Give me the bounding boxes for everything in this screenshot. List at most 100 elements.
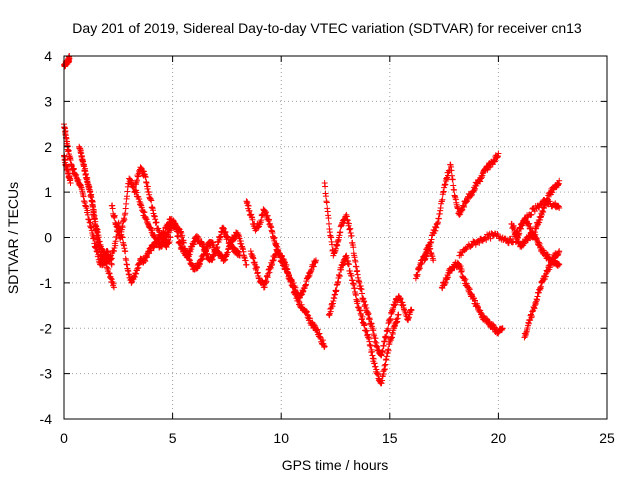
y-tick-label: -3	[40, 366, 53, 382]
data-point	[354, 297, 361, 304]
data-point	[516, 230, 523, 237]
data-point	[362, 301, 369, 308]
data-point	[448, 167, 455, 174]
data-point	[310, 263, 317, 270]
data-point	[161, 230, 168, 237]
data-point	[109, 205, 116, 212]
chart-title: Day 201 of 2019, Sidereal Day-to-day VTE…	[72, 20, 582, 36]
data-point	[258, 217, 265, 224]
data-point	[507, 235, 514, 242]
data-point	[385, 325, 392, 332]
data-point	[337, 229, 344, 236]
y-tick-label: 2	[44, 139, 52, 155]
data-point	[556, 205, 563, 212]
data-point	[292, 284, 299, 291]
y-tick-label: 0	[44, 230, 52, 246]
data-point	[387, 315, 394, 322]
data-point	[220, 225, 227, 232]
data-point	[148, 197, 155, 204]
data-point	[505, 240, 512, 247]
data-point	[214, 244, 221, 251]
data-point	[108, 261, 115, 268]
data-point	[522, 215, 529, 222]
data-point	[461, 204, 468, 211]
data-point	[427, 245, 434, 252]
data-point	[236, 252, 243, 259]
data-point	[451, 187, 458, 194]
data-point	[372, 363, 379, 370]
data-point	[372, 335, 379, 342]
data-point	[430, 257, 437, 264]
data-point	[365, 310, 372, 317]
x-tick-label: 10	[273, 430, 289, 446]
data-point	[181, 247, 188, 254]
data-point	[119, 224, 126, 231]
data-point	[89, 198, 96, 205]
x-tick-label: 15	[382, 430, 398, 446]
data-point	[527, 224, 534, 231]
data-point	[122, 248, 129, 255]
data-point	[175, 232, 182, 239]
data-point	[108, 255, 115, 262]
data-point	[556, 248, 563, 255]
data-point	[64, 143, 71, 150]
data-point	[359, 313, 366, 320]
x-tick-label: 0	[60, 430, 68, 446]
y-tick-label: 4	[44, 48, 52, 64]
data-point	[487, 235, 494, 242]
data-point	[458, 252, 465, 259]
data-points	[61, 53, 563, 387]
data-point	[361, 321, 368, 328]
data-point	[323, 199, 330, 206]
data-point	[217, 233, 224, 240]
data-point	[528, 211, 535, 218]
data-point	[458, 268, 465, 275]
data-point	[271, 234, 278, 241]
y-tick-label: -1	[40, 275, 53, 291]
data-point	[408, 307, 415, 314]
data-point	[90, 206, 97, 213]
data-point	[336, 273, 343, 280]
data-point	[395, 311, 402, 318]
data-point	[556, 177, 563, 184]
data-point	[350, 244, 357, 251]
data-point	[457, 263, 464, 270]
data-point	[153, 219, 160, 226]
data-point	[462, 276, 469, 283]
x-tick-labels: 0 5 10 15 20 25	[60, 430, 615, 446]
y-tick-label: 3	[44, 93, 52, 109]
data-point	[385, 347, 392, 354]
data-point	[556, 261, 563, 268]
data-point	[167, 234, 174, 241]
x-tick-label: 5	[169, 430, 177, 446]
data-point	[322, 193, 329, 200]
data-point	[504, 236, 511, 243]
data-point	[266, 269, 273, 276]
data-point	[141, 209, 148, 216]
data-point	[263, 278, 270, 285]
y-tick-label: -2	[40, 320, 53, 336]
data-point	[325, 215, 332, 222]
data-point	[544, 251, 551, 258]
axis-ticks	[63, 55, 608, 420]
data-point	[123, 200, 130, 207]
data-point	[203, 247, 210, 254]
data-point	[333, 287, 340, 294]
data-point	[495, 150, 502, 157]
data-point	[148, 247, 155, 254]
data-point	[439, 196, 446, 203]
data-point	[110, 284, 117, 291]
data-point	[379, 347, 386, 354]
data-point	[133, 177, 140, 184]
data-point	[67, 180, 74, 187]
x-tick-label: 20	[491, 430, 507, 446]
data-point	[499, 325, 506, 332]
data-point	[348, 232, 355, 239]
data-point	[321, 343, 328, 350]
data-point	[383, 333, 390, 340]
data-point	[449, 176, 456, 183]
y-tick-label: 1	[44, 184, 52, 200]
data-point	[536, 219, 543, 226]
x-tick-label: 25	[599, 430, 615, 446]
data-point	[187, 248, 194, 255]
